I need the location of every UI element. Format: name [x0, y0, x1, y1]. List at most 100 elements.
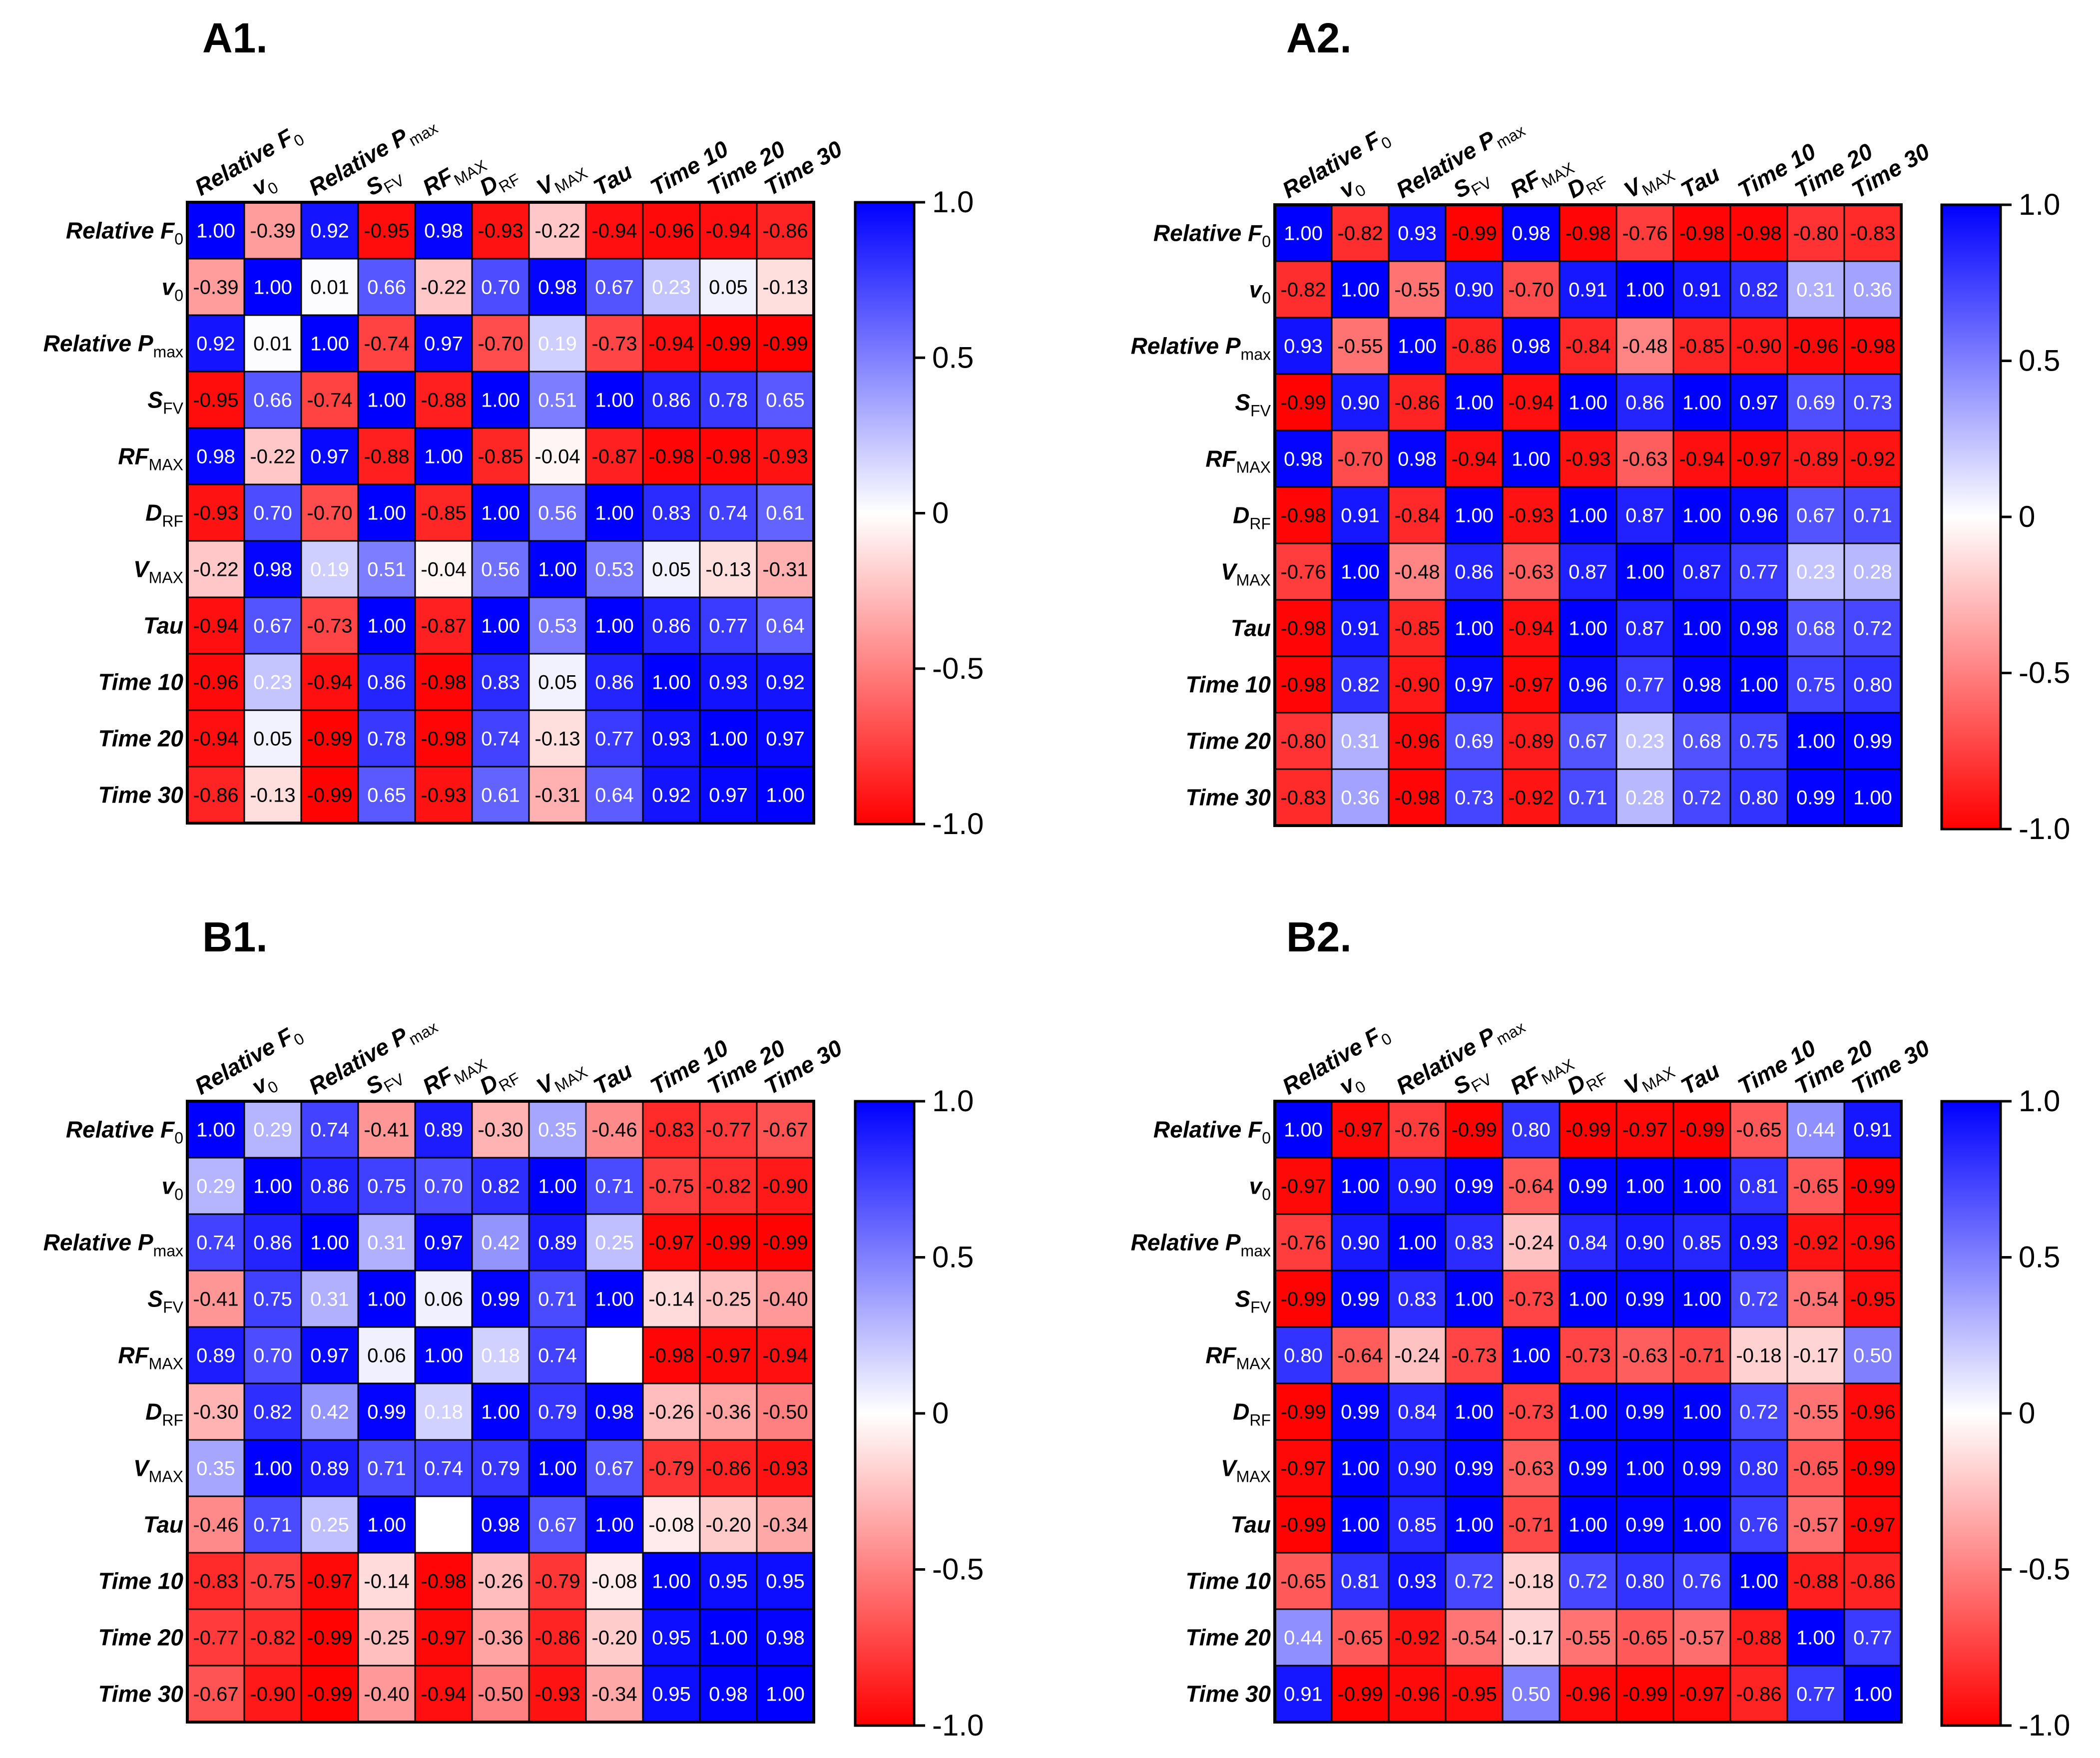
heatmap-cell — [471, 1552, 530, 1610]
cell-value-label: 0.98 — [595, 1401, 634, 1423]
cell-value-label: 0.75 — [367, 1176, 406, 1198]
cell-value-label: 1.00 — [1796, 731, 1835, 753]
cell-value-label: 0.97 — [310, 446, 349, 468]
heatmap-cell — [1729, 655, 1788, 714]
row-label-vmax: VMAX — [1221, 559, 1271, 589]
cell-value-label: 1.00 — [481, 390, 520, 412]
cell-value-label: 0.51 — [367, 559, 406, 581]
heatmap-cell — [471, 1608, 530, 1667]
cell-value-label: 0.69 — [1455, 731, 1494, 753]
cell-value-label: 1.00 — [766, 785, 805, 807]
cell-value-label: -0.41 — [193, 1289, 238, 1311]
cell-value-label: 1.00 — [595, 390, 634, 412]
cell-value-label: 0.97 — [709, 785, 748, 807]
cell-value-label: -0.30 — [193, 1401, 238, 1423]
heatmap-cell — [186, 483, 245, 542]
heatmap-cell — [471, 427, 530, 485]
cell-value-label: -0.96 — [1850, 1232, 1895, 1254]
heatmap-cell — [1502, 1439, 1561, 1497]
heatmap-cell — [357, 483, 416, 542]
heatmap-cell — [243, 201, 302, 260]
cell-value-label: -0.34 — [762, 1514, 808, 1536]
heatmap-cell — [300, 1439, 359, 1497]
cell-value-label: 1.00 — [1625, 1458, 1664, 1480]
cell-value-label: 0.70 — [424, 1176, 463, 1198]
heatmap-cell — [756, 1665, 815, 1723]
heatmap-cell — [585, 1326, 644, 1384]
heatmap-cell — [1445, 430, 1504, 488]
heatmap-cell — [756, 653, 815, 711]
heatmap-cell — [756, 709, 815, 768]
heatmap-cell — [471, 483, 530, 542]
cell-value-label: 1.00 — [1853, 787, 1892, 809]
cell-value-label: 0.98 — [709, 1684, 748, 1706]
cell-value-label: -0.99 — [762, 333, 808, 355]
cell-value-label: 1.00 — [595, 615, 634, 637]
colorbar-tick-label: 0 — [2019, 1396, 2035, 1430]
row-label-time-30: Time 30 — [1186, 785, 1271, 811]
column-label-vmax: VMAX — [1619, 156, 1678, 207]
cell-value-label: -0.65 — [1736, 1119, 1781, 1141]
heatmap-cell — [1786, 1326, 1845, 1384]
heatmap-cell — [642, 258, 701, 316]
cell-value-label: -0.98 — [1565, 223, 1610, 245]
heatmap-cell — [642, 314, 701, 373]
heatmap-cell — [357, 709, 416, 768]
colorbar-tick-label: -0.5 — [932, 652, 984, 685]
row-label-relative-pmax: Relative Pmax — [43, 1230, 183, 1260]
cell-value-label: -0.79 — [648, 1458, 694, 1480]
heatmap-cell — [1331, 1552, 1390, 1610]
cell-value-label: 1.00 — [1625, 561, 1664, 583]
cell-value-label: 0.50 — [1512, 1684, 1551, 1706]
heatmap-cell — [1672, 542, 1731, 601]
cell-value-label: 0.92 — [196, 333, 235, 355]
cell-value-label: 0.89 — [310, 1458, 349, 1480]
row-label-tau: Tau — [143, 613, 183, 639]
cell-value-label: 1.00 — [196, 220, 235, 242]
column-label-relative-f0: Relative F0 — [190, 1018, 307, 1103]
cell-value-label: -0.99 — [307, 728, 352, 750]
cell-value-label: -0.73 — [1565, 1345, 1610, 1367]
cell-value-label: 0.75 — [1739, 731, 1778, 753]
cell-value-label: 0.98 — [538, 277, 577, 299]
cell-value-label: 0.93 — [1398, 1571, 1437, 1593]
heatmap-cell — [1615, 712, 1674, 770]
heatmap-cell — [300, 1270, 359, 1328]
heatmap-cell — [471, 201, 530, 260]
heatmap-cell — [1274, 317, 1333, 375]
cell-value-label: 1.00 — [196, 1119, 235, 1141]
cell-value-label: -0.14 — [364, 1571, 409, 1593]
cell-value-label: -0.74 — [364, 333, 409, 355]
cell-value-label: -0.93 — [421, 785, 466, 807]
cell-value-label: 0.91 — [1569, 279, 1607, 301]
cell-value-label: -0.17 — [1793, 1345, 1838, 1367]
cell-value-label: -0.97 — [1280, 1458, 1326, 1480]
cell-value-label: -0.73 — [1508, 1401, 1554, 1423]
cell-value-label: 1.00 — [424, 446, 463, 468]
cell-value-label: -0.57 — [1793, 1514, 1838, 1536]
heatmap-cell — [1388, 1552, 1447, 1610]
cell-value-label: 0.68 — [1682, 731, 1721, 753]
cell-value-label: -0.48 — [1622, 336, 1667, 358]
cell-value-label: 0.98 — [766, 1627, 805, 1649]
cell-value-label: -0.90 — [1736, 336, 1781, 358]
heatmap-cell — [528, 427, 587, 485]
cell-value-label: 1.00 — [766, 1684, 805, 1706]
heatmap-cell — [186, 653, 245, 711]
heatmap-cell — [1729, 1552, 1788, 1610]
heatmap-cell — [1672, 1157, 1731, 1215]
heatmap-cell — [186, 427, 245, 485]
cell-value-label: -0.76 — [1394, 1119, 1440, 1141]
cell-value-label: 0.95 — [709, 1571, 748, 1593]
heatmap-cell — [1729, 1382, 1788, 1441]
heatmap-cell — [528, 653, 587, 711]
cell-value-label: 0.74 — [538, 1345, 577, 1367]
cell-value-label: -0.99 — [1451, 223, 1497, 245]
colorbar — [1940, 203, 2002, 831]
cell-value-label: -0.99 — [1280, 1514, 1326, 1536]
cell-value-label: -0.94 — [1508, 618, 1554, 640]
cell-value-label: -0.97 — [1679, 1684, 1724, 1706]
cell-value-label: -0.55 — [1394, 279, 1440, 301]
heatmap-cell — [300, 540, 359, 598]
heatmap-cell — [1502, 1326, 1561, 1384]
